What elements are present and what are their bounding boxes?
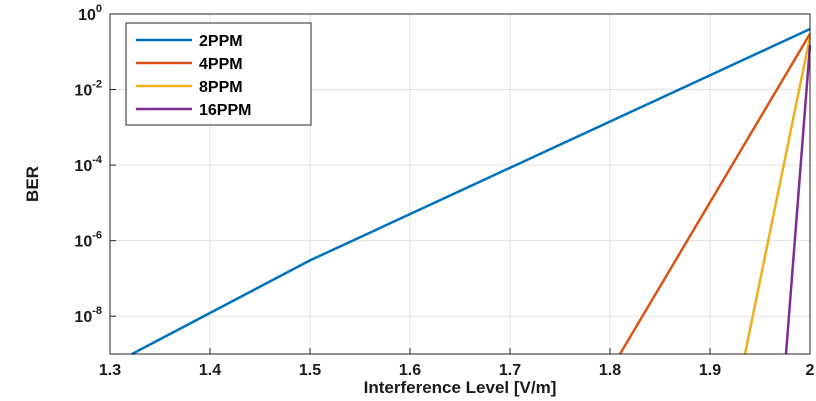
y-tick-exponent: -4: [92, 154, 103, 166]
y-tick-label: 10-8: [74, 305, 102, 326]
x-tick-label: 1.8: [599, 362, 621, 379]
x-tick-labels: 1.3 1.4 1.5 1.6 1.7 1.8 1.9 2: [99, 362, 815, 379]
series-line-2ppm: [131, 27, 811, 356]
x-tick-label: 1.6: [399, 362, 421, 379]
y-tick-exponent: -2: [92, 79, 102, 91]
y-tick-base: 10: [74, 158, 92, 175]
series-layer: [131, 27, 812, 356]
series-line-16ppm: [784, 45, 812, 355]
legend-label-4ppm: 4PPM: [199, 56, 243, 73]
y-tick-exponent: -8: [92, 305, 102, 317]
legend-label-16ppm: 16PPM: [199, 102, 251, 119]
y-tick-exponent: 0: [96, 3, 102, 15]
y-tick-label: 10-2: [74, 79, 102, 100]
legend-label-2ppm: 2PPM: [199, 33, 243, 50]
x-tick-label: 2: [806, 362, 815, 379]
x-axis-label: Interference Level [V/m]: [364, 378, 557, 397]
y-tick-label: 10-6: [74, 230, 102, 251]
y-tick-exponent: -6: [92, 230, 102, 242]
y-axis-label: BER: [23, 166, 42, 202]
x-tick-label: 1.5: [299, 362, 321, 379]
legend-label-8ppm: 8PPM: [199, 79, 243, 96]
x-tick-label: 1.3: [99, 362, 121, 379]
y-tick-base: 10: [74, 234, 92, 251]
x-tick-label: 1.4: [199, 362, 221, 379]
x-tick-label: 1.9: [699, 362, 721, 379]
plot-frame: [109, 13, 811, 355]
y-tick-base: 10: [74, 83, 92, 100]
y-tick-base: 10: [74, 309, 92, 326]
y-tick-label: 10-4: [74, 154, 102, 175]
series-line-8ppm: [743, 36, 812, 355]
y-tick-label: 100: [78, 3, 102, 24]
legend: 2PPM 4PPM 8PPM 16PPM: [125, 22, 312, 126]
series-line-4ppm: [618, 33, 812, 355]
x-tick-label: 1.7: [499, 362, 521, 379]
y-tick-base: 10: [78, 7, 96, 24]
